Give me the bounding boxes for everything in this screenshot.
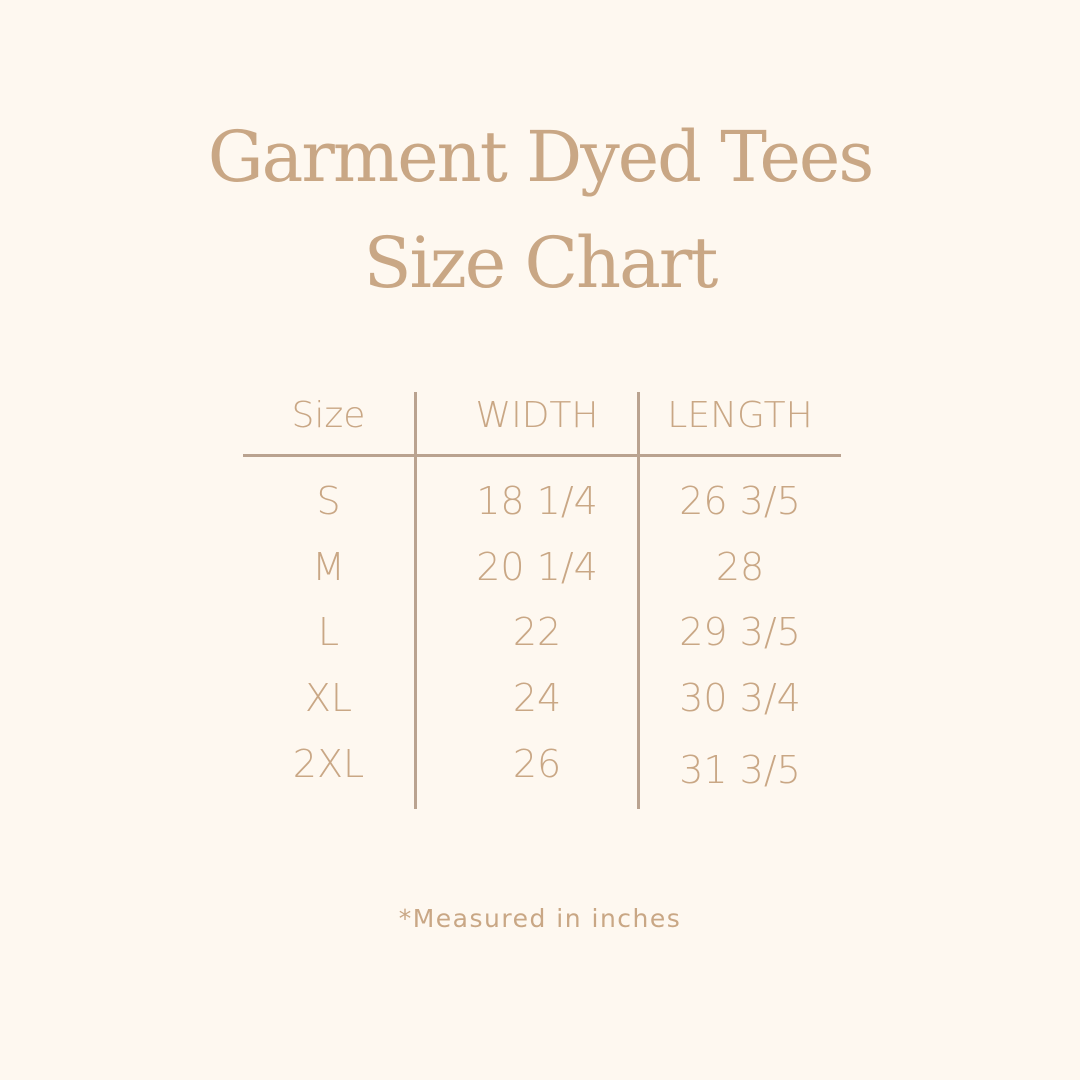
length-cell: 30 3/4 <box>679 676 801 720</box>
header-length: LENGTH <box>667 395 813 436</box>
title-line-2: Size Chart <box>363 222 719 304</box>
size-cell: M <box>312 545 345 589</box>
header-divider <box>243 454 841 457</box>
title-line-1: Garment Dyed Tees <box>207 116 875 198</box>
length-cell: 26 3/5 <box>679 479 801 523</box>
size-cell: L <box>317 610 340 654</box>
width-cell: 18 1/4 <box>476 479 598 523</box>
column-divider <box>414 392 417 809</box>
size-cell: 2XL <box>292 742 365 786</box>
width-cell: 26 <box>512 742 562 786</box>
column-divider <box>637 392 640 809</box>
width-cell: 20 1/4 <box>476 545 598 589</box>
size-cell: XL <box>304 676 353 720</box>
header-size: Size <box>291 395 366 436</box>
width-cell: 22 <box>512 610 562 654</box>
measurement-note: *Measured in inches <box>398 904 682 933</box>
length-cell: 29 3/5 <box>679 610 801 654</box>
length-cell: 31 3/5 <box>679 748 801 792</box>
length-cell: 28 <box>715 545 765 589</box>
header-width: WIDTH <box>475 395 599 436</box>
size-cell: S <box>316 479 341 523</box>
width-cell: 24 <box>512 676 562 720</box>
